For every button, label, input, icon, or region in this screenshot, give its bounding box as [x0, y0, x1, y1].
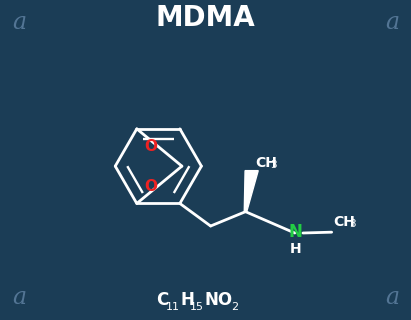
Text: H: H — [180, 291, 194, 309]
Text: a: a — [385, 11, 399, 34]
Text: CH: CH — [334, 214, 356, 228]
Text: O: O — [145, 179, 158, 194]
Text: a: a — [385, 286, 399, 309]
Text: NO: NO — [205, 291, 233, 309]
Text: 15: 15 — [190, 302, 204, 312]
Text: 11: 11 — [166, 302, 180, 312]
Text: CH: CH — [255, 156, 277, 170]
Text: MDMA: MDMA — [156, 4, 255, 32]
Polygon shape — [244, 171, 258, 212]
Text: N: N — [288, 223, 302, 241]
Text: 3: 3 — [270, 160, 277, 170]
Text: C: C — [156, 291, 169, 309]
Text: a: a — [12, 11, 26, 34]
Text: H: H — [289, 243, 301, 256]
Text: O: O — [145, 139, 158, 154]
Text: 2: 2 — [231, 302, 238, 312]
Text: a: a — [12, 286, 26, 309]
Text: 3: 3 — [349, 219, 356, 229]
